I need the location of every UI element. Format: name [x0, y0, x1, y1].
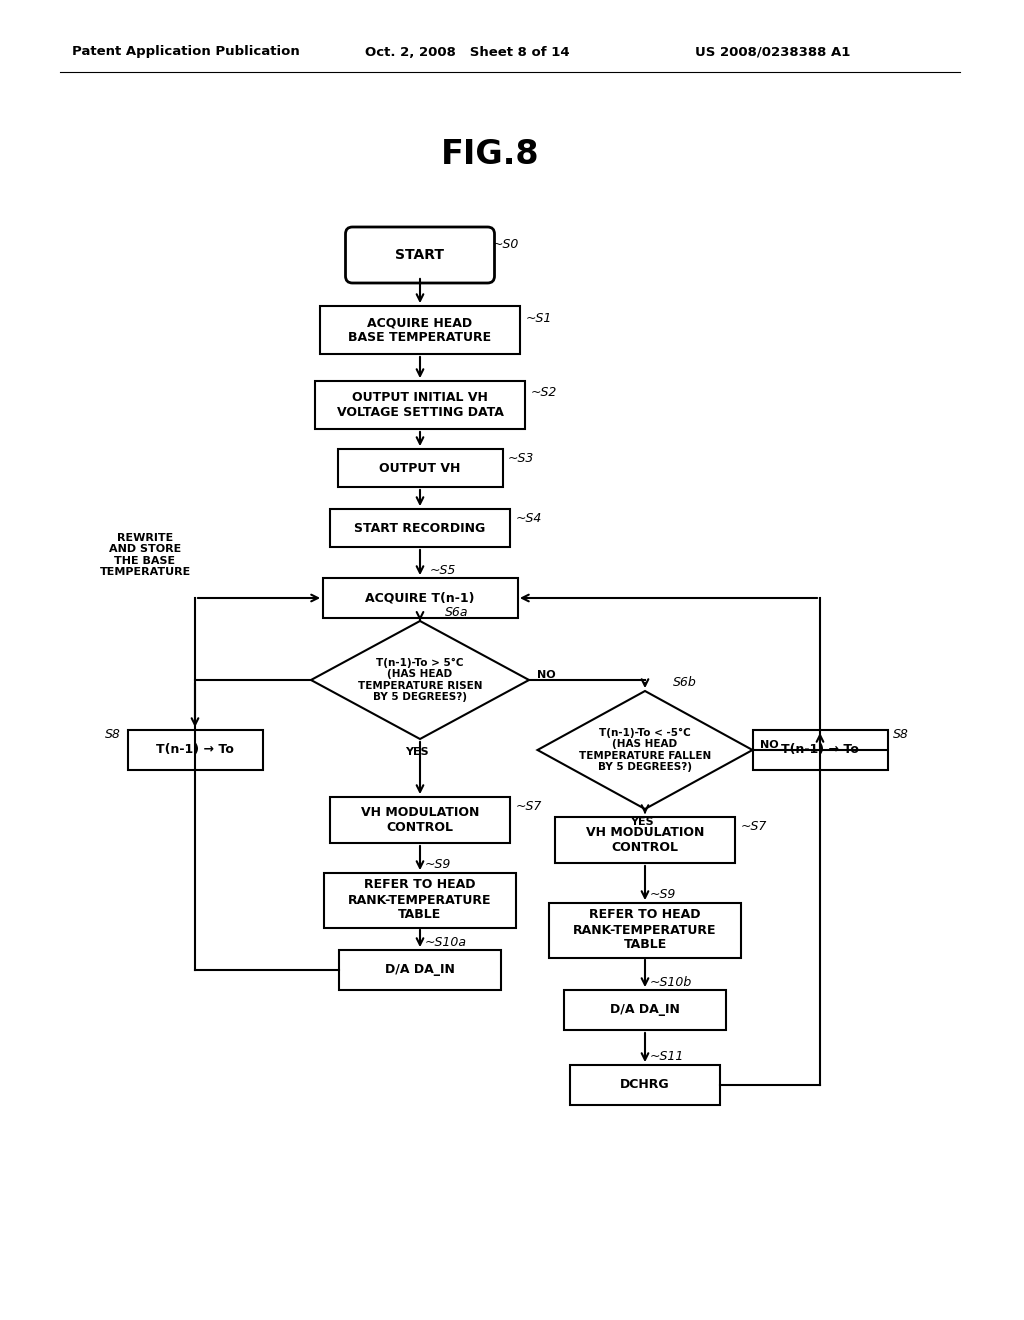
Text: D/A DA_IN: D/A DA_IN: [610, 1003, 680, 1016]
Bar: [315, 381, 525, 429]
Text: ~S9: ~S9: [650, 888, 677, 902]
Bar: [330, 797, 510, 843]
Polygon shape: [311, 620, 529, 739]
Text: ~S7: ~S7: [516, 800, 543, 813]
Text: VH MODULATION
CONTROL: VH MODULATION CONTROL: [586, 826, 705, 854]
FancyBboxPatch shape: [345, 227, 495, 282]
Text: ACQUIRE T(n-1): ACQUIRE T(n-1): [366, 591, 475, 605]
Bar: [549, 903, 741, 957]
Polygon shape: [538, 690, 753, 809]
Text: US 2008/0238388 A1: US 2008/0238388 A1: [695, 45, 850, 58]
Text: ~S7: ~S7: [741, 820, 767, 833]
Bar: [753, 730, 888, 770]
Text: YES: YES: [630, 817, 653, 828]
Bar: [330, 510, 510, 546]
Text: OUTPUT VH: OUTPUT VH: [379, 462, 461, 474]
Bar: [323, 578, 517, 618]
Text: T(n-1) → To: T(n-1) → To: [781, 743, 859, 756]
Text: ~S5: ~S5: [430, 564, 457, 577]
Text: S8: S8: [105, 729, 121, 742]
Text: ~S4: ~S4: [516, 511, 543, 524]
Bar: [564, 990, 726, 1030]
Text: ~S10a: ~S10a: [425, 936, 467, 949]
Bar: [338, 449, 503, 487]
Text: ACQUIRE HEAD
BASE TEMPERATURE: ACQUIRE HEAD BASE TEMPERATURE: [348, 315, 492, 345]
Text: NO: NO: [760, 741, 778, 750]
Text: T(n-1)-To > 5°C
(HAS HEAD
TEMPERATURE RISEN
BY 5 DEGREES?): T(n-1)-To > 5°C (HAS HEAD TEMPERATURE RI…: [357, 657, 482, 702]
Text: YES: YES: [406, 747, 429, 756]
Text: ~S1: ~S1: [526, 312, 552, 325]
Text: START RECORDING: START RECORDING: [354, 521, 485, 535]
Text: ~S2: ~S2: [531, 387, 557, 400]
Text: D/A DA_IN: D/A DA_IN: [385, 964, 455, 977]
Bar: [128, 730, 262, 770]
Text: DCHRG: DCHRG: [621, 1078, 670, 1092]
Text: S6b: S6b: [673, 676, 696, 689]
Text: Oct. 2, 2008   Sheet 8 of 14: Oct. 2, 2008 Sheet 8 of 14: [365, 45, 569, 58]
Bar: [555, 817, 735, 863]
Bar: [339, 950, 501, 990]
Text: NO: NO: [537, 671, 556, 680]
Bar: [324, 873, 516, 928]
Text: VH MODULATION
CONTROL: VH MODULATION CONTROL: [360, 807, 479, 834]
Bar: [570, 1065, 720, 1105]
Text: REFER TO HEAD
RANK-TEMPERATURE
TABLE: REFER TO HEAD RANK-TEMPERATURE TABLE: [348, 879, 492, 921]
Text: OUTPUT INITIAL VH
VOLTAGE SETTING DATA: OUTPUT INITIAL VH VOLTAGE SETTING DATA: [337, 391, 504, 418]
Text: T(n-1)-To < -5°C
(HAS HEAD
TEMPERATURE FALLEN
BY 5 DEGREES?): T(n-1)-To < -5°C (HAS HEAD TEMPERATURE F…: [579, 727, 711, 772]
Text: T(n-1) → To: T(n-1) → To: [156, 743, 233, 756]
Text: S6a: S6a: [445, 606, 469, 619]
Text: FIG.8: FIG.8: [440, 139, 540, 172]
Text: ~S9: ~S9: [425, 858, 452, 871]
Text: ~S0: ~S0: [493, 239, 519, 252]
Text: REWRITE
AND STORE
THE BASE
TEMPERATURE: REWRITE AND STORE THE BASE TEMPERATURE: [99, 532, 190, 577]
Text: ~S3: ~S3: [508, 451, 535, 465]
Text: REFER TO HEAD
RANK-TEMPERATURE
TABLE: REFER TO HEAD RANK-TEMPERATURE TABLE: [573, 908, 717, 952]
Text: ~S11: ~S11: [650, 1051, 684, 1064]
Text: START: START: [395, 248, 444, 261]
Text: ~S10b: ~S10b: [650, 975, 692, 989]
Bar: [319, 306, 520, 354]
Text: S8: S8: [893, 729, 909, 742]
Text: Patent Application Publication: Patent Application Publication: [72, 45, 300, 58]
